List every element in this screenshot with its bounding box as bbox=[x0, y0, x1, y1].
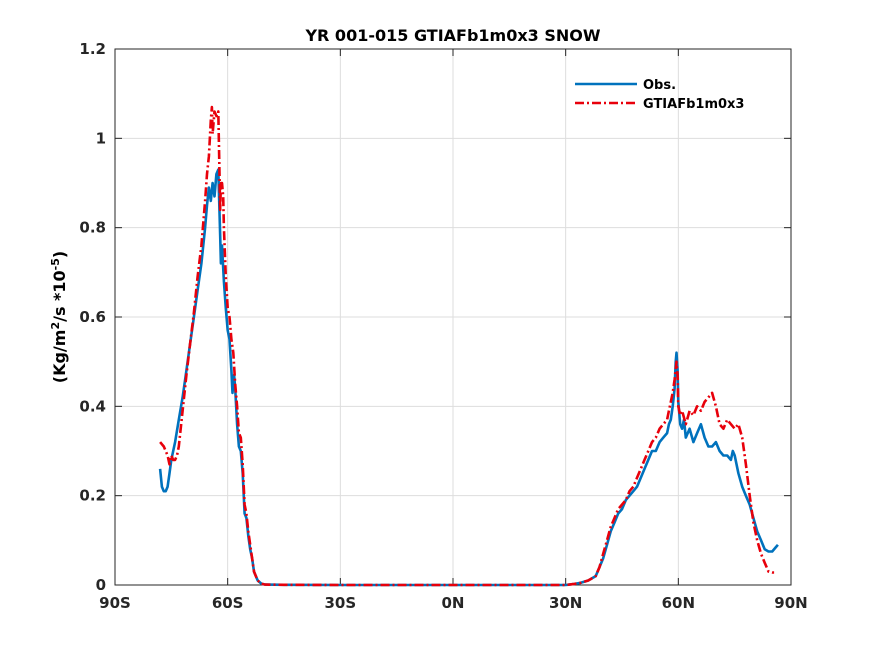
y-tick-label: 1 bbox=[96, 129, 106, 147]
legend: Obs. GTIAFb1m0x3 bbox=[575, 78, 744, 112]
y-axis-label-superscript: -5 bbox=[49, 258, 62, 270]
chart-title: YR 001-015 GTIAFb1m0x3 SNOW bbox=[304, 26, 600, 45]
x-tick-label: 90N bbox=[774, 594, 807, 612]
x-tick-label: 0N bbox=[442, 594, 465, 612]
series-lines bbox=[158, 105, 779, 587]
legend-label-0: Obs. bbox=[643, 78, 676, 93]
legend-label-1: GTIAFb1m0x3 bbox=[643, 97, 744, 112]
y-tick-label: 0.8 bbox=[79, 219, 106, 237]
y-axis-label-superscript: 2 bbox=[49, 322, 62, 330]
x-tick-label: 60S bbox=[212, 594, 244, 612]
series-line-1 bbox=[159, 105, 775, 587]
y-axis-label-part: (Kg/m bbox=[50, 330, 69, 384]
y-tick-label: 1.2 bbox=[79, 40, 106, 58]
y-tick-label: 0.4 bbox=[79, 397, 106, 415]
y-tick-label: 0.6 bbox=[79, 308, 106, 326]
y-tick-label: 0.2 bbox=[79, 487, 106, 505]
y-axis-label-part: ) bbox=[50, 251, 69, 258]
axis-ticks: 90S 60S 30S 0N 30N 60N 90N 0 0.2 0.4 0.6 0.8 1 1.2 bbox=[79, 40, 807, 612]
y-axis-label: (Kg/m2/s *10-5) bbox=[49, 251, 70, 383]
y-axis-label-part: /s *10 bbox=[50, 270, 69, 322]
x-tick-label: 30S bbox=[324, 594, 356, 612]
x-tick-label: 90S bbox=[99, 594, 131, 612]
y-tick-label: 0 bbox=[96, 576, 106, 594]
x-tick-label: 30N bbox=[549, 594, 582, 612]
x-tick-label: 60N bbox=[662, 594, 695, 612]
